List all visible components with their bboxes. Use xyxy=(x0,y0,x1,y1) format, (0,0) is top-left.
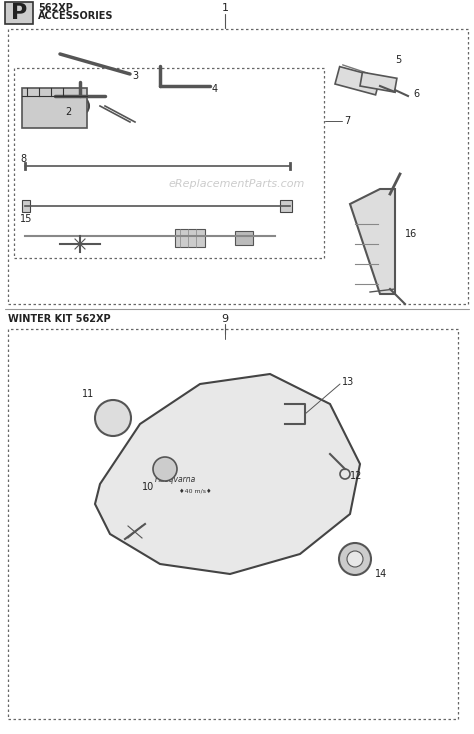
Bar xyxy=(360,72,397,92)
Text: ACCESSORIES: ACCESSORIES xyxy=(38,11,113,21)
Bar xyxy=(5,2,33,24)
Polygon shape xyxy=(95,374,360,574)
Text: 11: 11 xyxy=(82,389,94,399)
Text: 3: 3 xyxy=(132,71,138,81)
Text: 1: 1 xyxy=(221,3,228,13)
Text: 9: 9 xyxy=(221,314,228,324)
Text: Husqvarna: Husqvarna xyxy=(155,474,196,484)
Circle shape xyxy=(339,543,371,575)
Text: 14: 14 xyxy=(375,569,387,579)
Bar xyxy=(235,231,253,245)
Text: 6: 6 xyxy=(413,89,419,99)
Bar xyxy=(335,67,380,95)
Bar xyxy=(175,229,205,247)
Text: 562XP: 562XP xyxy=(38,3,73,13)
Circle shape xyxy=(347,551,363,567)
Bar xyxy=(22,200,30,212)
Text: 16: 16 xyxy=(405,229,417,239)
Text: 10: 10 xyxy=(142,482,154,492)
Text: 8: 8 xyxy=(20,154,26,164)
Text: ♦40 m/s♦: ♦40 m/s♦ xyxy=(179,489,211,493)
Text: 15: 15 xyxy=(20,214,32,224)
Text: 2: 2 xyxy=(65,107,71,117)
Bar xyxy=(22,88,87,128)
Text: 12: 12 xyxy=(350,471,363,481)
Text: 13: 13 xyxy=(342,377,354,387)
Text: eReplacementParts.com: eReplacementParts.com xyxy=(169,179,305,189)
Circle shape xyxy=(95,400,131,436)
Text: P: P xyxy=(11,3,27,23)
Text: 5: 5 xyxy=(395,55,401,65)
Circle shape xyxy=(153,457,177,481)
Text: WINTER KIT 562XP: WINTER KIT 562XP xyxy=(8,314,110,324)
Polygon shape xyxy=(350,189,395,294)
Bar xyxy=(280,200,292,212)
Text: 4: 4 xyxy=(212,84,218,94)
FancyArrowPatch shape xyxy=(343,65,367,73)
Text: 7: 7 xyxy=(344,116,350,126)
